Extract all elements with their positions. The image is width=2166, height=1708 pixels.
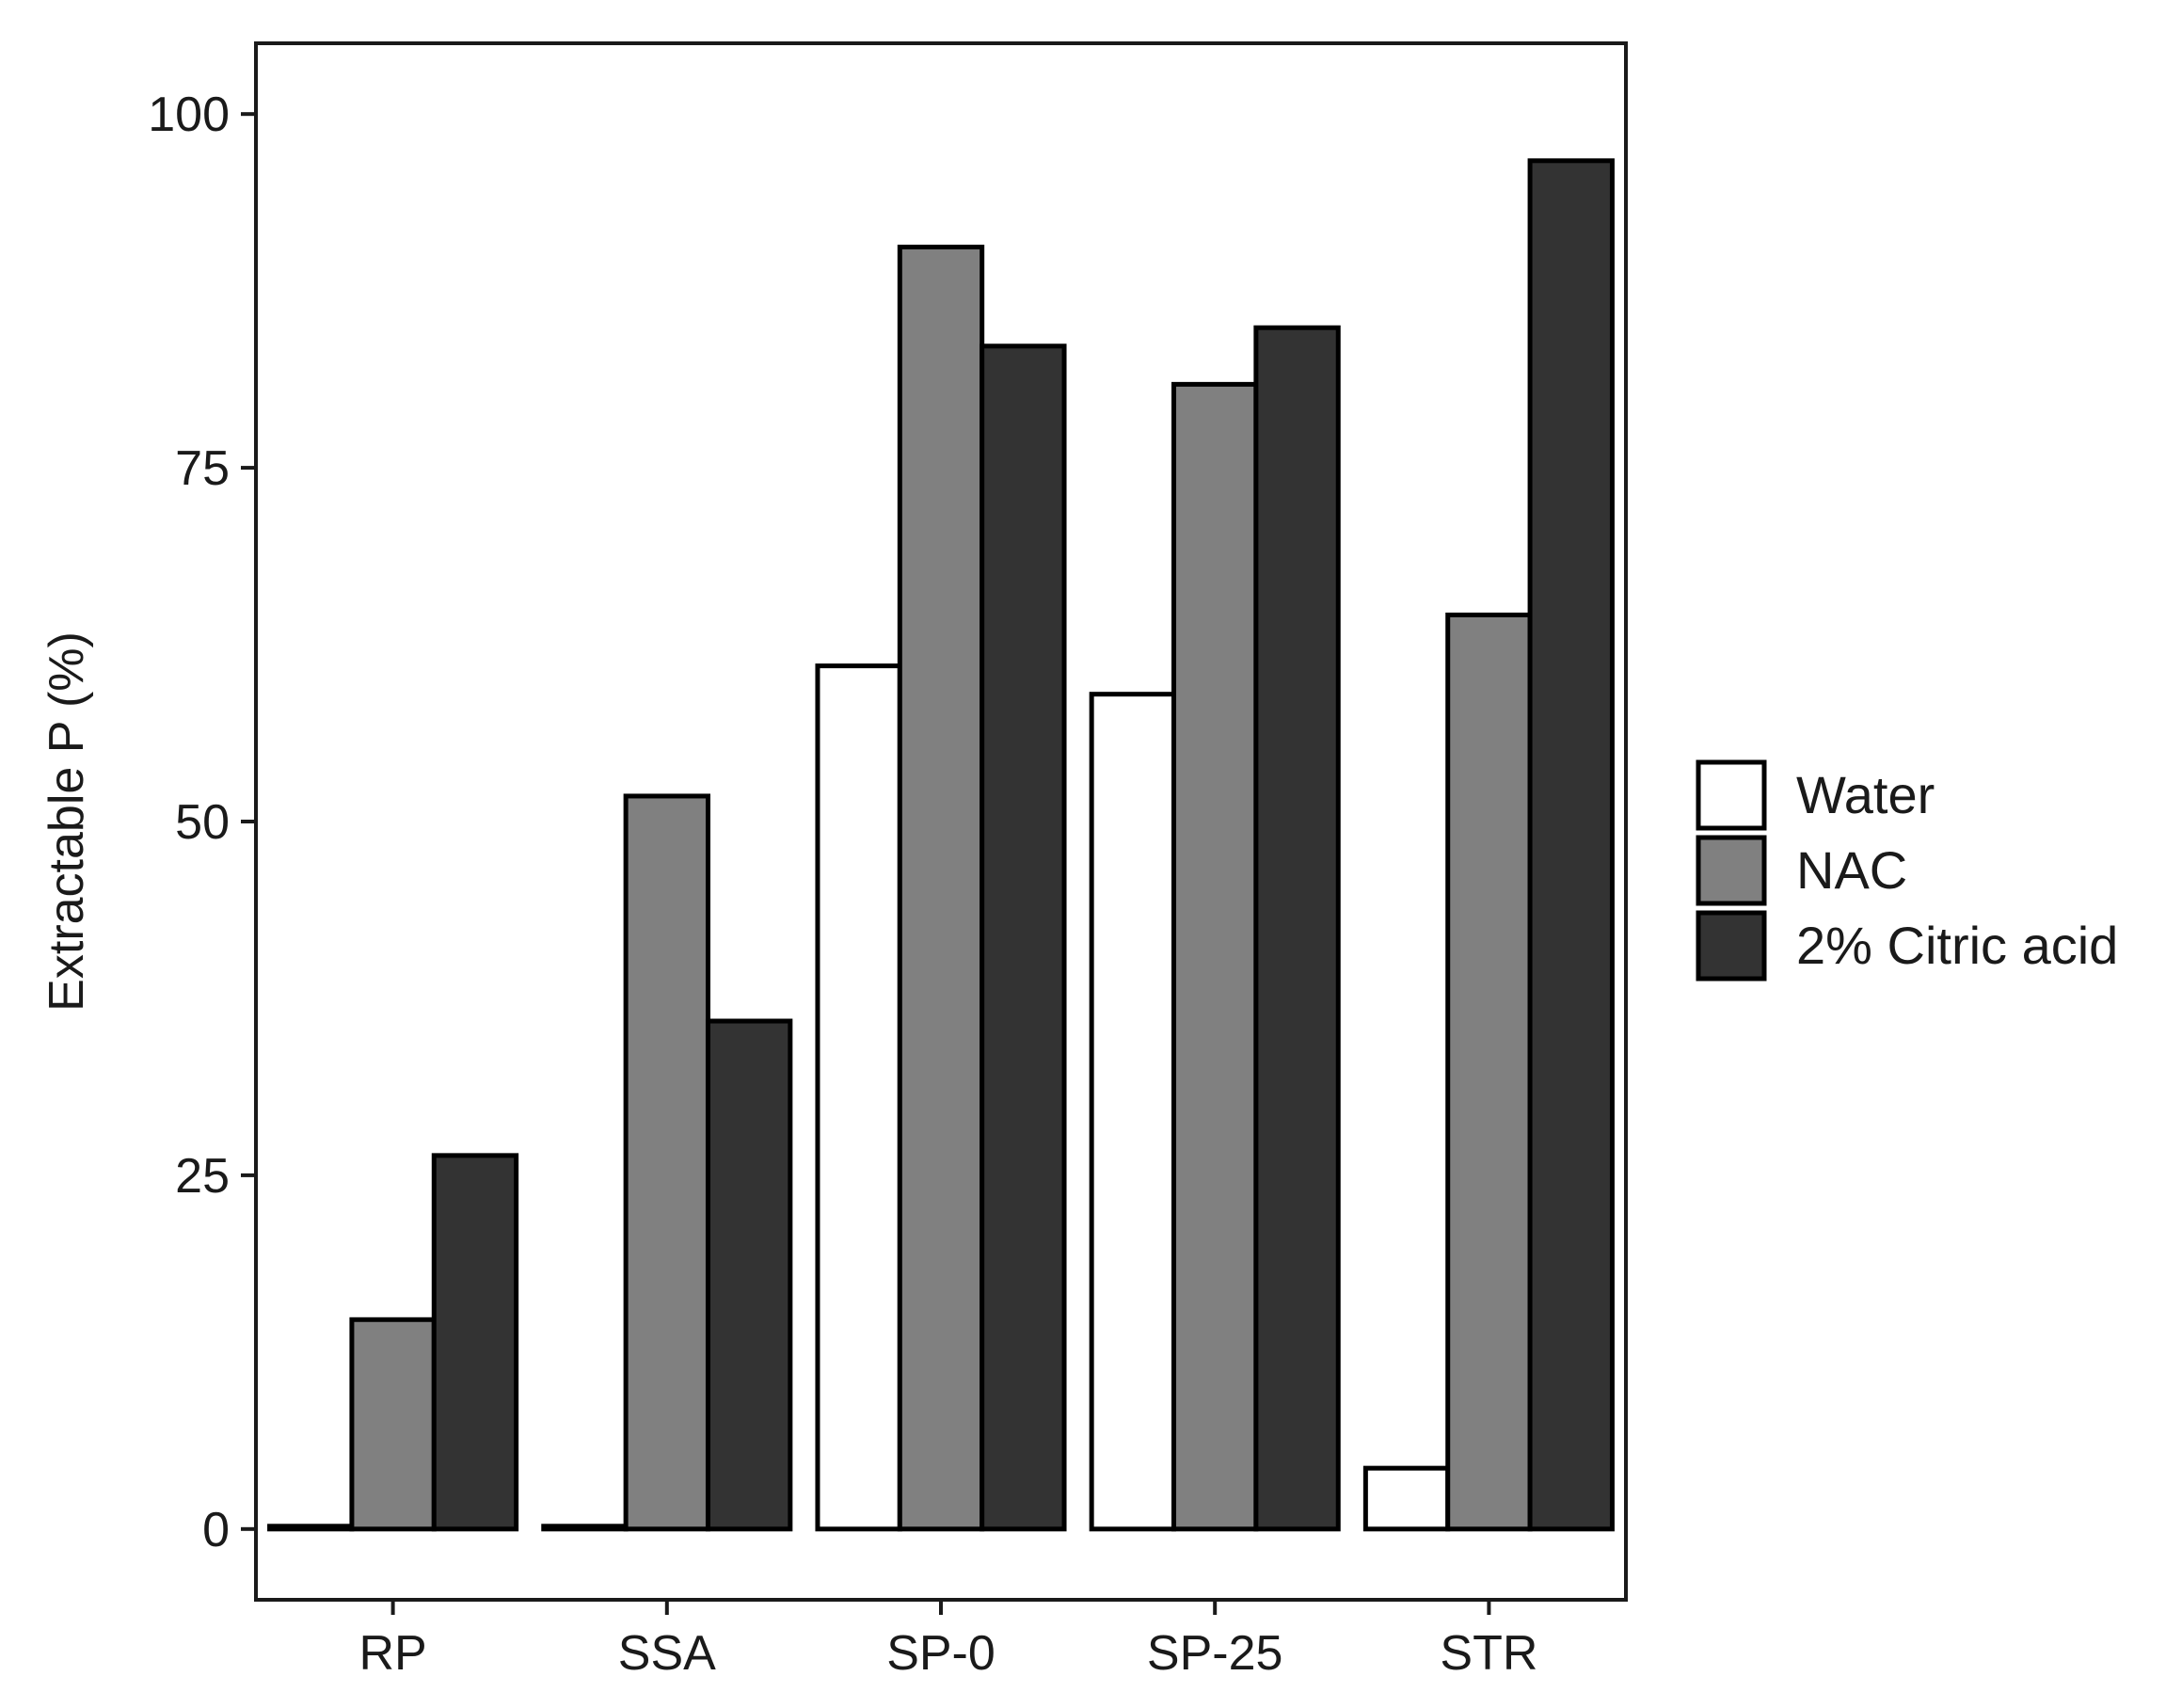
bar-water-ssa — [541, 1524, 629, 1532]
x-tick-label: STR — [1440, 1626, 1537, 1681]
bar-nac-rp — [349, 1317, 437, 1532]
legend-key — [1696, 910, 1767, 982]
y-axis-ticks: 0 25 50 75 100 — [148, 88, 256, 1557]
bar-nac-str — [1445, 612, 1533, 1532]
bar-water-sp-25 — [1089, 692, 1177, 1532]
y-tick-label: 100 — [148, 88, 230, 142]
x-tick-label: SSA — [618, 1626, 716, 1681]
bars — [267, 158, 1615, 1532]
y-tick-label: 0 — [202, 1503, 230, 1557]
legend-label: 2% Citric acid — [1796, 916, 2118, 975]
bar-2-citric-acid-sp-0 — [979, 343, 1067, 1532]
bar-water-rp — [267, 1524, 355, 1532]
bar-nac-sp-25 — [1171, 381, 1259, 1532]
bar-nac-ssa — [623, 793, 710, 1532]
bar-water-str — [1362, 1465, 1451, 1532]
x-tick-label: RP — [358, 1626, 426, 1681]
bar-nac-sp-0 — [897, 245, 985, 1532]
bar-2-citric-acid-ssa — [705, 1018, 793, 1532]
x-axis-ticks: RP SSA SP-0 SP-25 STR — [358, 1600, 1537, 1681]
legend-label: Water — [1796, 765, 1935, 824]
bar-2-citric-acid-rp — [431, 1153, 519, 1532]
y-tick-label: 75 — [175, 441, 230, 496]
y-axis-title: Extractable P (%) — [40, 631, 94, 1012]
bar-water-sp-0 — [815, 663, 902, 1532]
x-tick-label: SP-0 — [886, 1626, 995, 1681]
y-tick-label: 50 — [175, 795, 230, 850]
plot-frame — [254, 41, 1628, 1602]
legend-key — [1696, 759, 1767, 831]
bar-2-citric-acid-sp-25 — [1253, 325, 1341, 1532]
y-tick-label: 25 — [175, 1149, 230, 1204]
legend: Water NAC 2% Citric acid — [1696, 759, 2118, 982]
legend-label: NAC — [1796, 840, 1907, 900]
x-tick-label: SP-25 — [1147, 1626, 1283, 1681]
legend-key — [1696, 835, 1767, 906]
bar-2-citric-acid-str — [1527, 158, 1615, 1532]
